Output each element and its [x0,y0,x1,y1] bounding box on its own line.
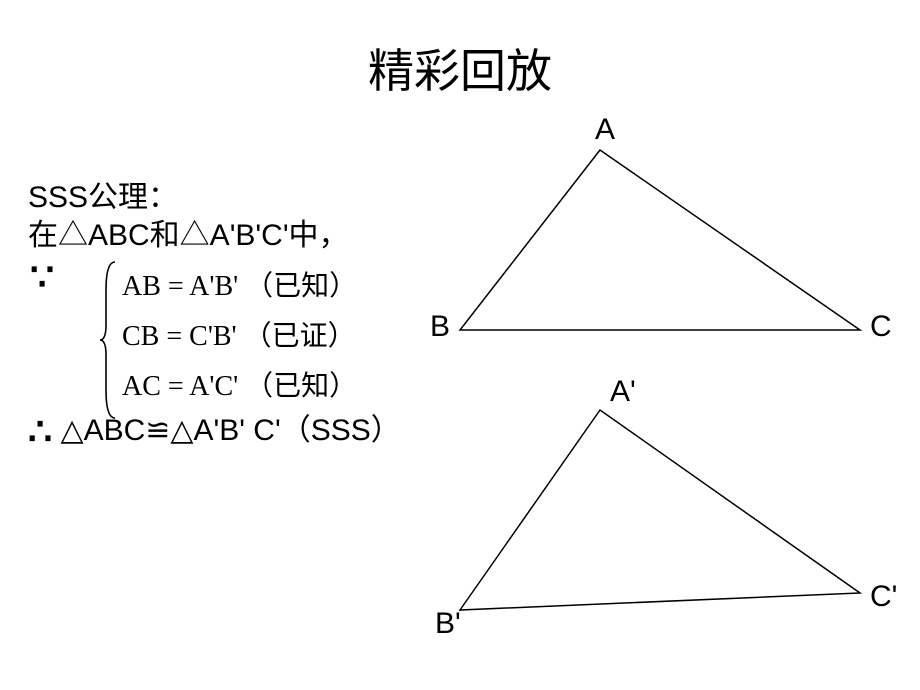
condition-1: AB = A'B' （已知） [122,264,357,304]
vertex-Aprime: A' [610,375,636,409]
vertex-C: C [870,310,892,344]
therefore-line: ∴ △ABC≌△A'B' C'（SSS） [28,405,401,455]
in-triangles-line: 在△ABC和△A'B'C'中， [28,210,349,254]
cond1-eq: = [168,271,184,302]
cond1-note: （已知） [245,271,357,302]
triangle-abc [440,130,900,390]
therefore-text: △ABC≌△A'B' C'（SSS） [61,414,401,447]
vertex-Bprime: B' [435,607,461,641]
cond2-eq: = [166,321,182,352]
slide-title: 精彩回放 [0,35,920,101]
cond3-eq: = [168,371,184,402]
therefore-symbol: ∴ [28,412,52,454]
triangle-abc-shape [460,150,860,330]
triangle-aprime-shape [460,410,860,610]
vertex-B: B [430,310,450,344]
cond3-left: AC [122,371,161,402]
left-brace [100,260,120,420]
condition-2: CB = C'B' （已证） [122,314,356,354]
condition-3: AC = A'C' （已知） [122,364,357,404]
cond3-right: A'C' [189,371,238,402]
because-symbol: ∵ [30,255,54,300]
cond3-note: （已知） [245,371,357,402]
triangle-aprime [440,390,900,660]
slide: 精彩回放 SSS公理： 在△ABC和△A'B'C'中， ∵ AB = A'B' … [0,0,920,690]
vertex-A: A [595,113,615,147]
cond1-left: AB [122,271,161,302]
cond2-note: （已证） [244,321,356,352]
cond1-right: A'B' [189,271,238,302]
vertex-Cprime: C' [870,580,897,614]
cond2-right: C'B' [189,321,236,352]
cond2-left: CB [122,321,159,352]
